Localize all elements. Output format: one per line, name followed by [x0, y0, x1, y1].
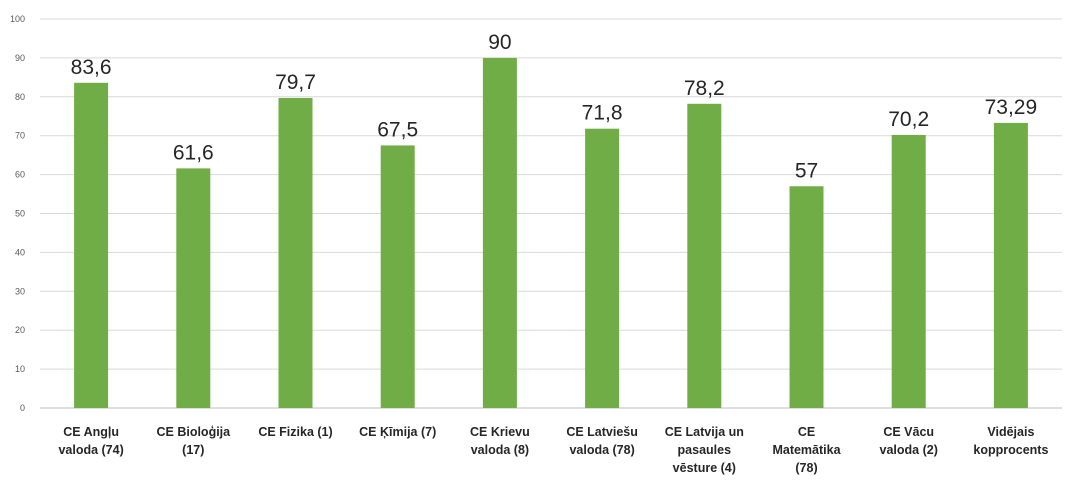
- category-label: CE Angļu valoda (74): [58, 425, 123, 457]
- bar: [482, 57, 517, 409]
- data-label: 67,5: [377, 118, 418, 141]
- data-labels: 83,6 61,6 79,7 67,5 90 71,8 78,2 57 70,2 73,29: [71, 31, 1038, 182]
- data-label: 73,29: [985, 96, 1038, 119]
- category-label-line: valoda (78): [569, 443, 634, 457]
- y-tick-label: 50: [15, 209, 25, 219]
- category-label-line: CE Fizika (1): [258, 425, 332, 439]
- category-labels: CE Angļu valoda (74) CE Bioloģija (17) CE Fi…: [58, 425, 1048, 475]
- y-tick-label: 90: [15, 53, 25, 63]
- y-tick-label: 30: [15, 286, 25, 296]
- category-label: CE Fizika (1): [258, 425, 332, 439]
- data-label: 70,2: [888, 108, 929, 131]
- y-tick-label: 20: [15, 325, 25, 335]
- category-label-line: Vidējais: [987, 425, 1034, 439]
- category-label-line: valoda (2): [880, 443, 938, 457]
- category-label-line: CE: [798, 425, 815, 439]
- y-tick-label: 10: [15, 364, 25, 374]
- category-label: CE Ķīmija (7): [359, 425, 436, 439]
- category-label-line: (17): [182, 443, 204, 457]
- bar: [278, 97, 313, 408]
- bar: [74, 82, 109, 409]
- bar: [993, 122, 1028, 408]
- category-label-line: kopprocents: [973, 443, 1048, 457]
- data-label: 78,2: [684, 77, 725, 100]
- category-label-line: CE Latvija un: [665, 425, 744, 439]
- data-label: 57: [795, 159, 818, 182]
- bar: [789, 186, 824, 408]
- category-label: CE Krievu valoda (8): [470, 425, 530, 457]
- data-label: 90: [488, 31, 511, 54]
- y-tick-label: 0: [20, 403, 25, 413]
- category-label: CE Latviešu valoda (78): [566, 425, 638, 457]
- category-label-line: CE Latviešu: [566, 425, 638, 439]
- y-tick-label: 100: [10, 14, 25, 24]
- data-label: 79,7: [275, 71, 316, 94]
- bar: [176, 168, 211, 408]
- category-label: CE Vācu valoda (2): [880, 425, 938, 457]
- y-tick-label: 60: [15, 170, 25, 180]
- bars: [74, 57, 1028, 409]
- category-label-line: CE Krievu: [470, 425, 530, 439]
- bar: [891, 134, 926, 408]
- bar: [687, 103, 722, 408]
- gridlines: [40, 18, 1062, 409]
- category-label: CE Bioloģija (17): [156, 425, 231, 457]
- category-label-line: (78): [795, 461, 817, 475]
- category-label: CE Latvija un pasaules vēsture (4): [665, 425, 744, 475]
- bar: [380, 145, 415, 409]
- data-label: 61,6: [173, 141, 214, 164]
- category-label-line: valoda (8): [471, 443, 529, 457]
- category-label-line: pasaules: [678, 443, 732, 457]
- category-label: Vidējais kopprocents: [973, 425, 1048, 457]
- bar: [585, 128, 620, 408]
- category-label-line: CE Ķīmija (7): [359, 425, 436, 439]
- y-tick-label: 70: [15, 131, 25, 141]
- category-label-line: CE Bioloģija: [156, 425, 231, 439]
- category-label-line: CE Angļu: [63, 425, 119, 439]
- y-tick-label: 80: [15, 92, 25, 102]
- category-label: CE Matemātika (78): [772, 425, 841, 475]
- category-label-line: Matemātika: [772, 443, 841, 457]
- y-axis-ticks: 0 10 20 30 40 50 60 70 80 90 100: [10, 14, 25, 413]
- category-label-line: CE Vācu: [883, 425, 934, 439]
- data-label: 71,8: [582, 102, 623, 125]
- category-label-line: vēsture (4): [673, 461, 736, 475]
- data-label: 83,6: [71, 56, 112, 79]
- category-label-line: valoda (74): [58, 443, 123, 457]
- y-tick-label: 40: [15, 247, 25, 257]
